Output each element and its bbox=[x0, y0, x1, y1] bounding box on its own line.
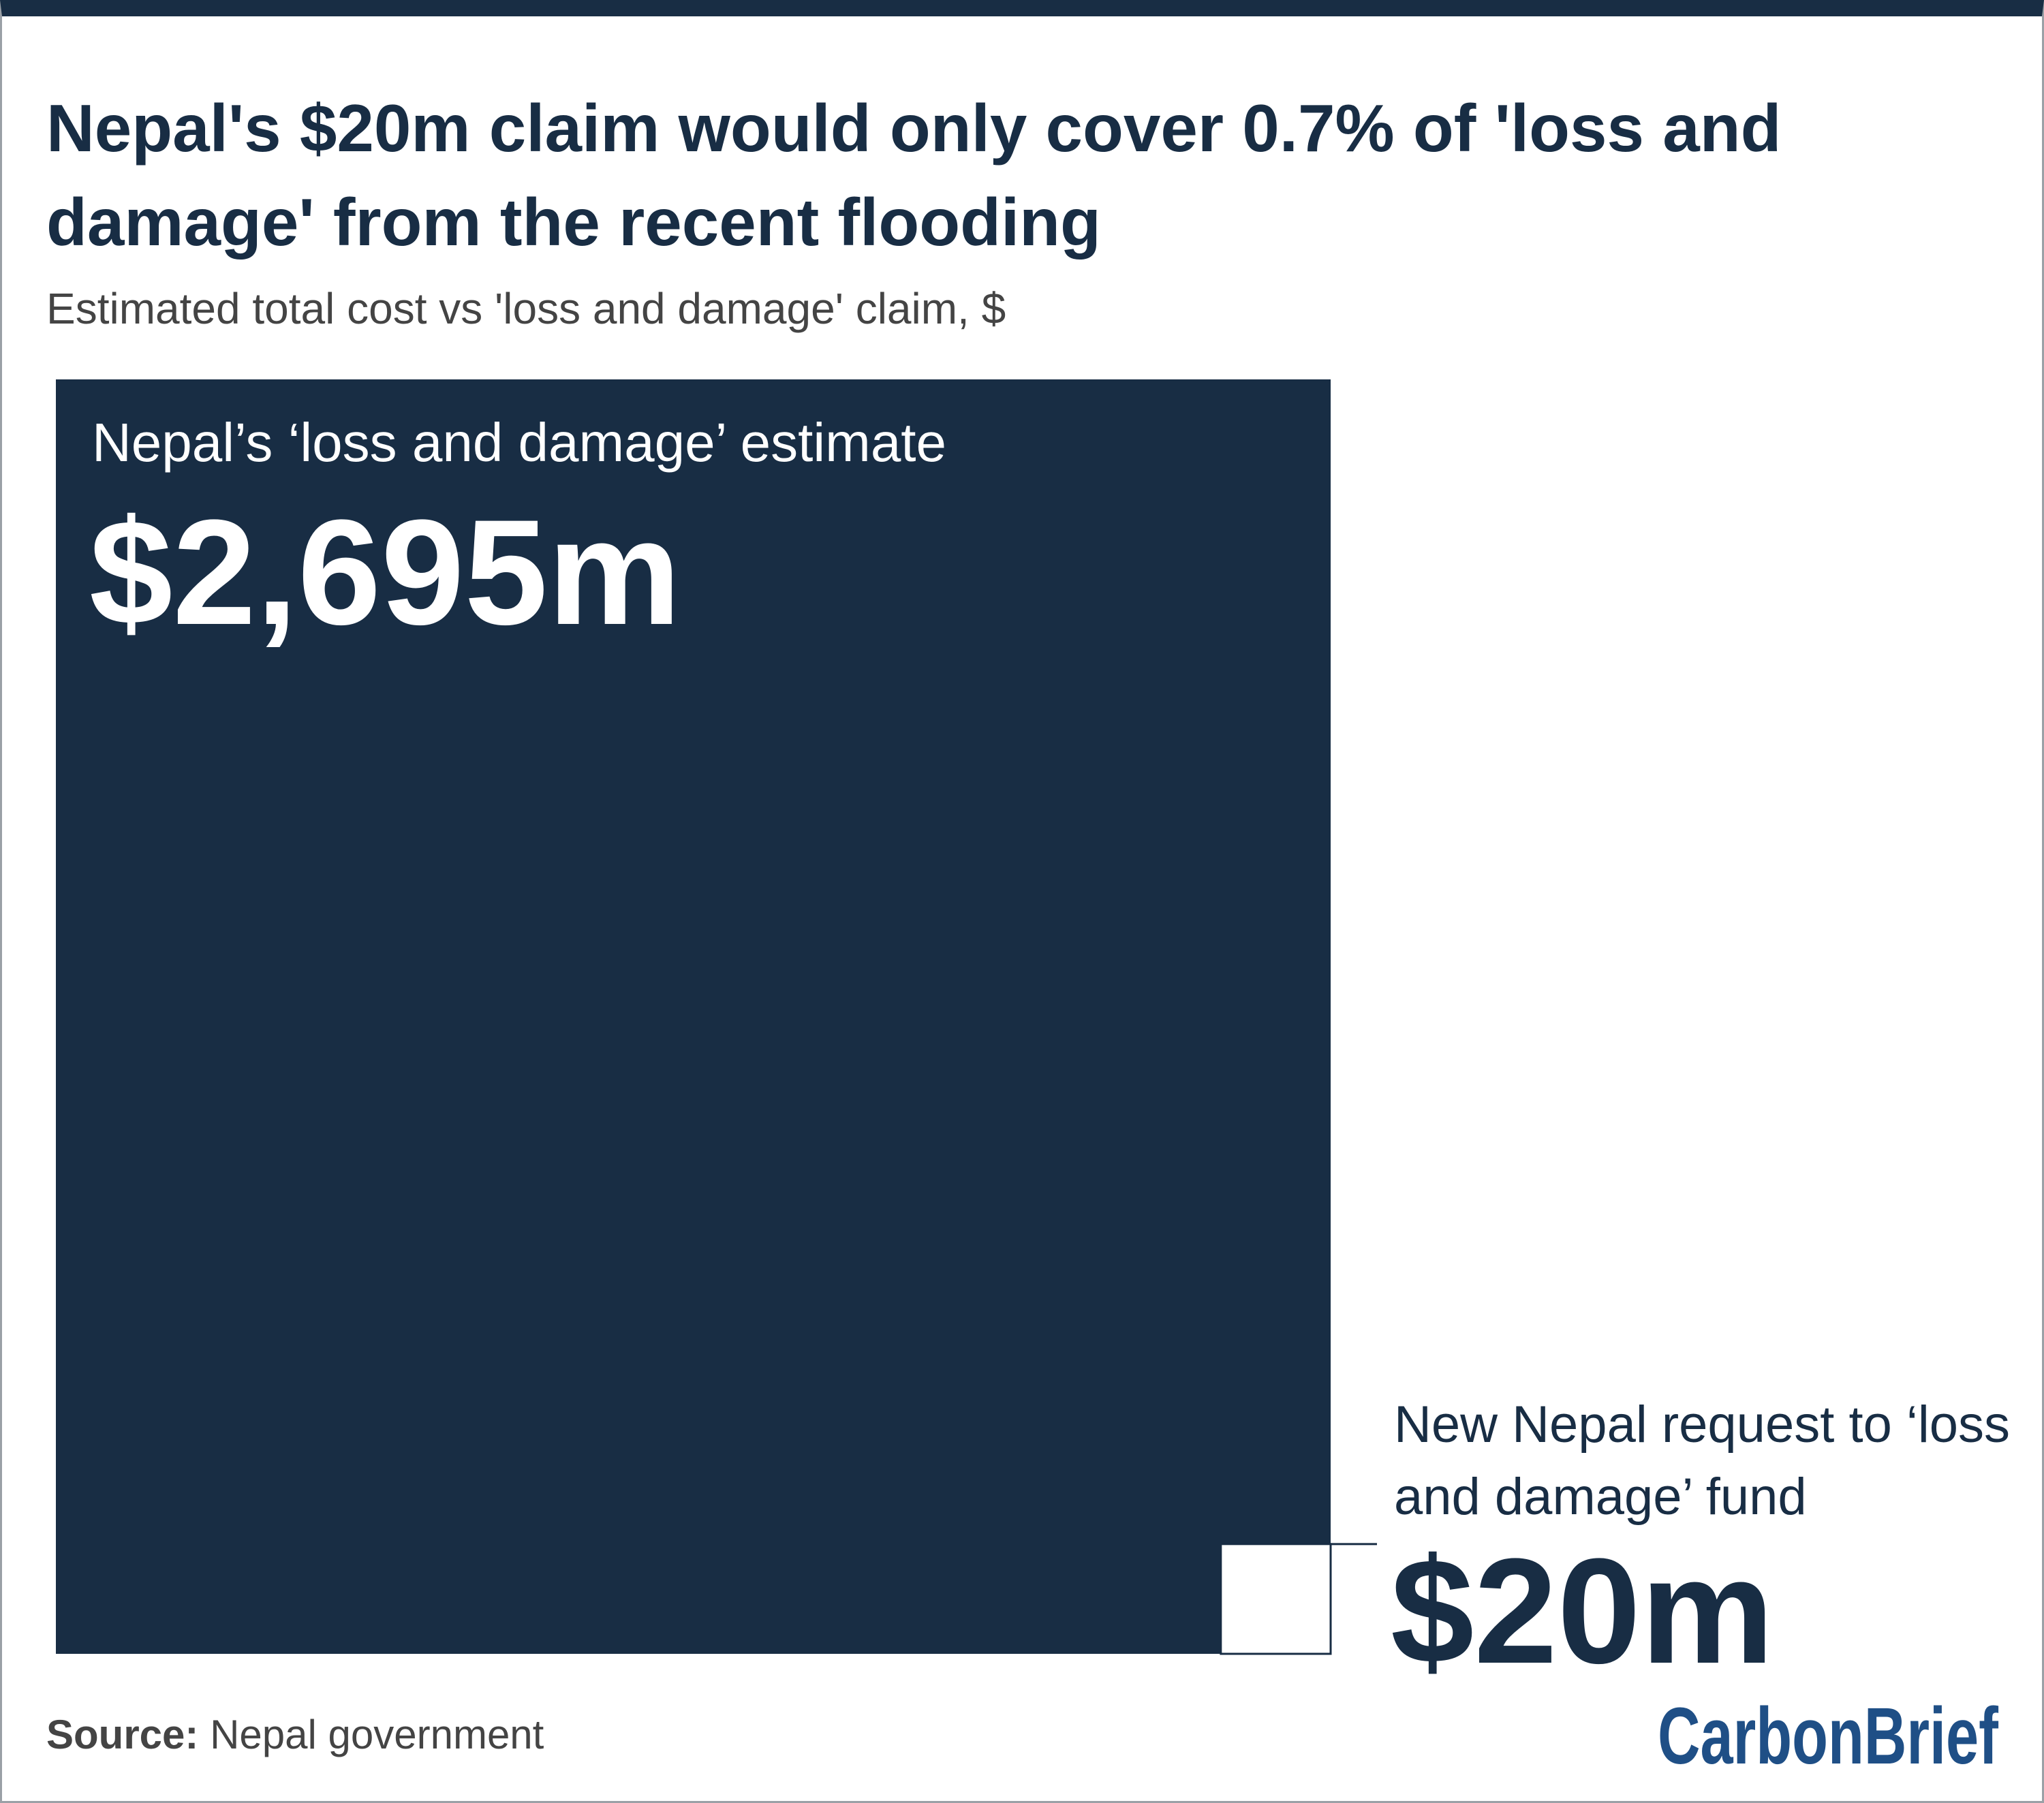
chart-subtitle: Estimated total cost vs 'loss and damage… bbox=[46, 284, 1006, 333]
value-label: $20m bbox=[1391, 1527, 1774, 1695]
chart-title: Nepal's $20m claim would only cover 0.7%… bbox=[46, 91, 1782, 260]
category-label: New Nepal request to ‘loss and damage’ f… bbox=[1394, 1396, 2010, 1526]
value-label: $2,695m bbox=[89, 488, 681, 656]
square bbox=[1220, 1543, 1332, 1655]
plot: CarbonBrief bbox=[56, 379, 1999, 1781]
source-label: Source: bbox=[46, 1712, 199, 1757]
square bbox=[56, 379, 1331, 1654]
category-label: Nepal’s ‘loss and damage’ estimate bbox=[92, 412, 947, 473]
logo: CarbonBrief bbox=[1658, 1691, 1999, 1781]
source-text: Nepal government bbox=[210, 1712, 544, 1757]
source: Source: Nepal government bbox=[46, 1711, 544, 1758]
